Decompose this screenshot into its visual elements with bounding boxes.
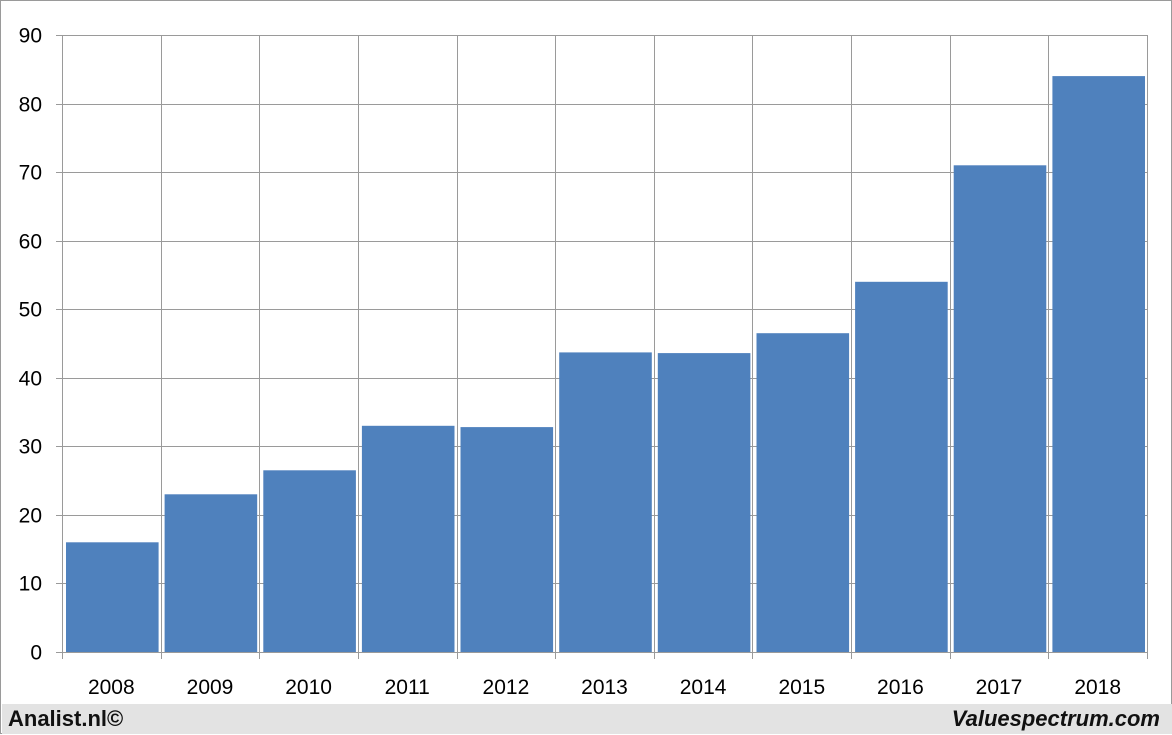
bar xyxy=(559,352,652,652)
bar xyxy=(263,470,356,652)
grid xyxy=(62,35,1148,652)
x-tick-label: 2009 xyxy=(187,676,234,699)
y-tick-label: 80 xyxy=(19,94,42,117)
bar xyxy=(460,427,554,652)
y-tick-label: 60 xyxy=(19,231,42,254)
axes xyxy=(56,35,1148,659)
bar xyxy=(66,542,159,652)
bar xyxy=(1052,76,1145,653)
bar xyxy=(164,494,258,652)
y-tick-label: 20 xyxy=(19,505,42,528)
x-tick-label: 2010 xyxy=(285,676,332,699)
bars xyxy=(66,76,1145,653)
x-tick-label: 2017 xyxy=(976,676,1023,699)
bar xyxy=(657,353,751,652)
x-tick-label: 2011 xyxy=(385,676,430,699)
y-tick-label: 90 xyxy=(19,25,42,48)
x-tick-label: 2016 xyxy=(877,676,924,699)
x-tick-label: 2013 xyxy=(581,676,628,699)
y-tick-label: 50 xyxy=(19,299,42,322)
bar xyxy=(953,165,1047,653)
site-credit: Valuespectrum.com xyxy=(951,706,1160,731)
y-tick-labels: 0 10 20 30 40 50 60 70 80 90 xyxy=(19,25,42,665)
y-tick-label: 40 xyxy=(19,368,42,391)
x-tick-label: 2015 xyxy=(778,676,825,699)
x-tick-label: 2012 xyxy=(483,676,530,699)
bar xyxy=(855,281,948,652)
x-tick-labels: 2008 2009 2010 2011 2012 2013 2014 2015 2016 2017… xyxy=(88,676,1121,699)
y-tick-label: 30 xyxy=(19,436,42,459)
x-tick-label: 2008 xyxy=(88,676,135,699)
x-tick-label: 2014 xyxy=(680,676,727,699)
footer-bar: Analist.nl© Valuespectrum.com xyxy=(2,704,1172,734)
y-tick-label: 0 xyxy=(30,642,42,665)
source-credit: Analist.nl© xyxy=(8,706,124,731)
y-tick-label: 70 xyxy=(19,162,42,185)
bar xyxy=(756,333,850,652)
x-tick-label: 2018 xyxy=(1074,676,1121,699)
y-tick-label: 10 xyxy=(19,573,42,596)
bar xyxy=(361,425,455,652)
